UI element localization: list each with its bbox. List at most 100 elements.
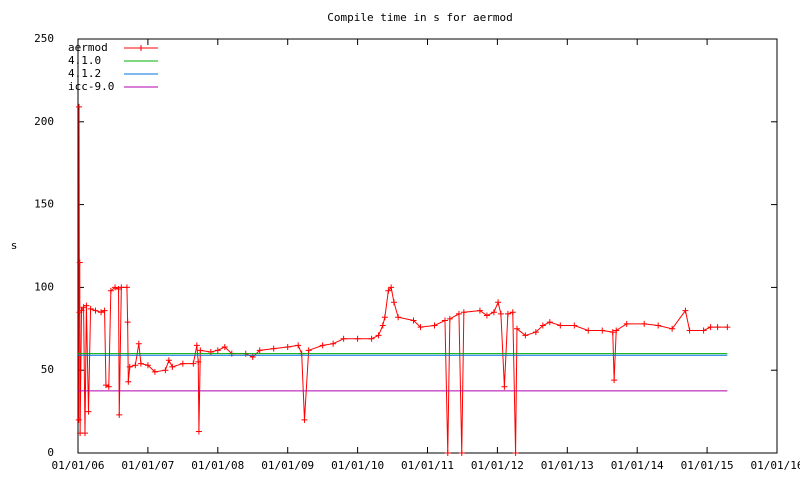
point-marker bbox=[611, 377, 618, 384]
point-marker bbox=[75, 416, 82, 423]
point-marker bbox=[221, 344, 228, 351]
x-tick-label: 01/01/16 bbox=[751, 459, 800, 472]
point-marker bbox=[162, 367, 169, 374]
point-marker bbox=[431, 322, 438, 329]
point-marker bbox=[132, 362, 139, 369]
y-axis-label: s bbox=[11, 239, 18, 252]
point-marker bbox=[446, 315, 453, 322]
y-tick-label: 100 bbox=[34, 280, 54, 293]
point-marker bbox=[571, 322, 578, 329]
point-marker bbox=[195, 358, 202, 365]
point-marker bbox=[195, 428, 202, 435]
point-marker bbox=[151, 368, 158, 375]
point-marker bbox=[613, 327, 620, 334]
point-marker bbox=[379, 322, 386, 329]
point-marker bbox=[455, 310, 462, 317]
x-tick-label: 01/01/07 bbox=[121, 459, 174, 472]
point-marker bbox=[388, 284, 395, 291]
point-marker bbox=[135, 340, 142, 347]
point-marker bbox=[522, 332, 529, 339]
point-marker bbox=[319, 342, 326, 349]
point-marker bbox=[532, 329, 539, 336]
point-marker bbox=[609, 329, 616, 336]
point-marker bbox=[81, 430, 88, 437]
point-marker bbox=[126, 363, 133, 370]
x-tick-label: 01/01/10 bbox=[331, 459, 384, 472]
point-marker bbox=[301, 416, 308, 423]
point-marker bbox=[513, 325, 520, 332]
point-marker bbox=[395, 314, 402, 321]
point-marker bbox=[669, 325, 676, 332]
point-marker bbox=[256, 347, 263, 354]
y-tick-label: 250 bbox=[34, 32, 54, 45]
point-marker bbox=[460, 309, 467, 316]
chart-title: Compile time in s for aermod bbox=[327, 11, 512, 24]
point-marker bbox=[707, 324, 714, 331]
x-tick-label: 01/01/12 bbox=[471, 459, 524, 472]
legend-label: 4.1.0 bbox=[68, 54, 101, 67]
y-tick-label: 50 bbox=[41, 363, 54, 376]
point-marker bbox=[686, 327, 693, 334]
point-marker bbox=[497, 310, 504, 317]
legend-marker bbox=[138, 45, 144, 51]
point-marker bbox=[330, 340, 337, 347]
point-marker bbox=[270, 345, 277, 352]
point-marker bbox=[476, 307, 483, 314]
legend-label: aermod bbox=[68, 41, 108, 54]
point-marker bbox=[724, 324, 731, 331]
point-marker bbox=[101, 307, 108, 314]
point-marker bbox=[458, 450, 465, 456]
point-marker bbox=[700, 327, 707, 334]
point-marker bbox=[655, 322, 662, 329]
point-marker bbox=[641, 320, 648, 327]
point-marker bbox=[441, 317, 448, 324]
point-marker bbox=[76, 259, 83, 266]
point-marker bbox=[137, 360, 144, 367]
point-marker bbox=[490, 309, 497, 316]
x-tick-label: 01/01/14 bbox=[611, 459, 664, 472]
point-marker bbox=[87, 305, 94, 312]
point-marker bbox=[390, 299, 397, 306]
point-marker bbox=[92, 307, 99, 314]
point-marker bbox=[495, 299, 502, 306]
y-tick-label: 200 bbox=[34, 115, 54, 128]
point-marker bbox=[123, 284, 130, 291]
point-marker bbox=[165, 357, 172, 364]
point-marker bbox=[193, 342, 200, 349]
point-marker bbox=[116, 411, 123, 418]
legend-label: 4.1.2 bbox=[68, 67, 101, 80]
point-marker bbox=[375, 332, 382, 339]
point-marker bbox=[98, 309, 105, 316]
point-marker bbox=[599, 327, 606, 334]
point-marker bbox=[539, 322, 546, 329]
point-marker bbox=[417, 324, 424, 331]
y-tick-label: 150 bbox=[34, 198, 54, 211]
point-marker bbox=[105, 383, 112, 390]
x-tick-label: 01/01/06 bbox=[52, 459, 105, 472]
x-tick-label: 01/01/08 bbox=[191, 459, 244, 472]
point-marker bbox=[682, 307, 689, 314]
x-tick-label: 01/01/09 bbox=[261, 459, 314, 472]
point-marker bbox=[284, 344, 291, 351]
point-marker bbox=[368, 335, 375, 342]
x-tick-label: 01/01/11 bbox=[401, 459, 454, 472]
point-marker bbox=[112, 284, 119, 291]
series-line bbox=[78, 106, 728, 454]
point-marker bbox=[381, 314, 388, 321]
point-marker bbox=[295, 342, 302, 349]
point-marker bbox=[354, 335, 361, 342]
point-marker bbox=[78, 307, 85, 314]
x-tick-label: 01/01/15 bbox=[681, 459, 734, 472]
point-marker bbox=[483, 312, 490, 319]
point-marker bbox=[410, 317, 417, 324]
point-marker bbox=[509, 309, 516, 316]
point-marker bbox=[169, 363, 176, 370]
point-marker bbox=[214, 347, 221, 354]
point-marker bbox=[585, 327, 592, 334]
legend-label: icc-9.0 bbox=[68, 80, 114, 93]
point-marker bbox=[125, 378, 132, 385]
point-marker bbox=[76, 103, 83, 110]
point-marker bbox=[714, 324, 721, 331]
point-marker bbox=[144, 362, 151, 369]
